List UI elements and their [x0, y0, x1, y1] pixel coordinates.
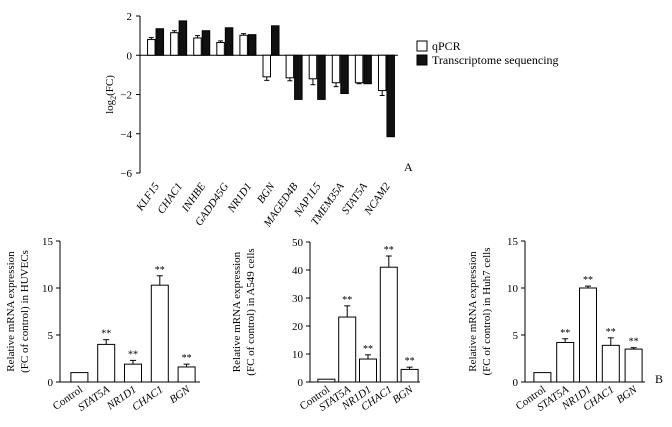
- panel-a549-bar: [400, 368, 419, 383]
- panel-a549-bar: [379, 266, 398, 383]
- panel-huvec-bar: [124, 363, 142, 383]
- panel-a-bar-qpcr: [193, 37, 202, 56]
- panel-a-chart: 20−2−4−6log2(FC)KLF15CHAC1INHBEGADD45GNR…: [104, 11, 559, 230]
- panel-huh7-significance: **: [583, 275, 593, 286]
- panel-huh7-y-tick-label: 10: [507, 283, 519, 295]
- panel-huh7-significance: **: [606, 327, 616, 338]
- panel-a549-bar: [359, 358, 377, 383]
- panel-a549-y-label-line1: Relative mRNA expression: [231, 251, 243, 372]
- panel-a-bar-qpcr: [285, 54, 295, 79]
- panel-a-bar-seq: [178, 20, 188, 56]
- panel-a549-y-tick-label: 0: [298, 377, 304, 389]
- panel-a-bar-qpcr: [377, 54, 387, 92]
- panel-a549-significance: **: [405, 356, 415, 367]
- legend-label-seq: Transcriptome sequencing: [432, 53, 559, 67]
- panel-a549-significance: **: [342, 295, 352, 306]
- panel-a-category-label: BGN: [255, 180, 278, 205]
- panel-a-bar-seq: [247, 34, 257, 56]
- panel-a-bar-qpcr: [147, 39, 156, 56]
- panel-a-bar-seq: [271, 25, 280, 56]
- panel-huvec-y-tick-label: 15: [42, 236, 54, 248]
- panel-a-bar-qpcr: [354, 54, 364, 84]
- panel-huvec-category-label: CHAC1: [130, 384, 165, 414]
- panel-huvec-bar: [177, 366, 196, 383]
- panel-a549-y-tick-label: 40: [292, 265, 304, 277]
- panel-a549-y-tick-label: 30: [292, 293, 304, 305]
- panel-a549-y-label-line2: (FC of control) in A549 cells: [245, 248, 257, 375]
- panel-a-bar-seq: [155, 28, 165, 56]
- panel-a549-significance: **: [363, 344, 373, 355]
- panel-a-bar-qpcr: [170, 32, 179, 56]
- panel-a-y-tick-label: −6: [120, 168, 132, 180]
- panel-a549-y-tick-label: 50: [292, 237, 304, 249]
- panel-a549-significance: **: [384, 245, 394, 256]
- panel-huh7-bar: [601, 344, 620, 383]
- panel-a-bar-seq: [363, 54, 372, 85]
- panel-huvec-y-label-line1: Relative mRNA expression: [5, 251, 17, 372]
- panel-label-b: B: [655, 372, 663, 386]
- panel-huvec-bar: [70, 372, 89, 383]
- panel-huh7-bar: [624, 348, 643, 383]
- legend-label-qpcr: qPCR: [432, 39, 461, 53]
- panel-huvec-significance: **: [155, 265, 165, 276]
- panel-a-y-tick-label: −2: [120, 90, 132, 102]
- panel-huvec-bar: [97, 343, 116, 383]
- panel-huvec-y-tick-label: 10: [42, 283, 54, 295]
- panel-huh7-y-tick-label: 15: [507, 236, 519, 248]
- panel-a-bar-qpcr: [308, 54, 318, 80]
- panel-huvec-category-label: STAT5A: [76, 383, 112, 413]
- panel-a-y-tick-label: −4: [120, 129, 132, 141]
- panel-a-bar-seq: [317, 54, 326, 100]
- panel-a549-bar: [317, 378, 336, 383]
- panel-huh7-significance: **: [560, 328, 570, 339]
- panel-huvec-chart: 0 5 10 15 Relative mRNA expression (FC of con…: [5, 236, 200, 414]
- panel-a-bar-seq: [386, 54, 395, 138]
- panel-huvec-y-label-line2: (FC of control) in HUVECs: [19, 250, 31, 373]
- panel-huvec-significance: **: [182, 353, 192, 364]
- panel-huh7-y-tick-label: 5: [513, 330, 519, 342]
- panel-huh7-category-label: BGN: [614, 383, 639, 406]
- panel-huh7-bar: [579, 287, 597, 383]
- panel-huh7-y-label-line2: (FC of control) in Huh7 cells: [481, 247, 493, 375]
- panel-huvec-significance: **: [101, 329, 111, 340]
- panel-a-bar-seq: [340, 54, 349, 95]
- panel-huvec-y-tick-label: 5: [48, 330, 54, 342]
- panel-huh7-chart: 0 5 10 15 Relative mRNA expression (FC of con…: [467, 236, 663, 414]
- panel-a-bar-qpcr: [216, 41, 225, 56]
- legend-swatch-seq: [416, 54, 428, 66]
- panel-a549-y-tick-label: 10: [292, 349, 304, 361]
- panel-label-a: A: [404, 160, 413, 174]
- panel-huh7-y-label-line1: Relative mRNA expression: [467, 251, 479, 372]
- panel-huh7-bar: [533, 372, 552, 383]
- panel-huvec-category-label: BGN: [167, 383, 192, 406]
- panel-a-bar-qpcr: [239, 34, 248, 56]
- panel-a-y-tick-label: 0: [127, 50, 133, 62]
- panel-huh7-y-tick-label: 0: [513, 377, 519, 389]
- panel-a549-category-label: BGN: [390, 383, 415, 406]
- panel-a-y-tick-label: 2: [127, 11, 133, 23]
- panel-a-bar-qpcr: [262, 54, 271, 78]
- panel-huvec-bar: [150, 284, 169, 383]
- panel-a-category-label: NR1D1: [225, 181, 254, 216]
- panel-a549-y-tick-label: 20: [292, 321, 304, 333]
- panel-a-bar-seq: [294, 54, 303, 100]
- panel-a-bar-seq: [224, 27, 234, 56]
- legend-swatch-qpcr: [416, 40, 428, 52]
- panel-a549-chart: 0 10 20 30 40 50 Relative mRNA expression (FC o…: [231, 237, 420, 414]
- panel-huh7-significance: **: [629, 337, 639, 348]
- panel-a-y-axis-label: log2(FC): [104, 75, 118, 114]
- panel-huh7-bar: [556, 342, 575, 383]
- panel-a-bar-qpcr: [331, 54, 341, 84]
- panel-a549-bar: [338, 316, 357, 383]
- panel-a-bar-seq: [201, 30, 211, 56]
- panel-huvec-significance: **: [128, 349, 138, 360]
- panel-huvec-y-tick-label: 0: [48, 377, 54, 389]
